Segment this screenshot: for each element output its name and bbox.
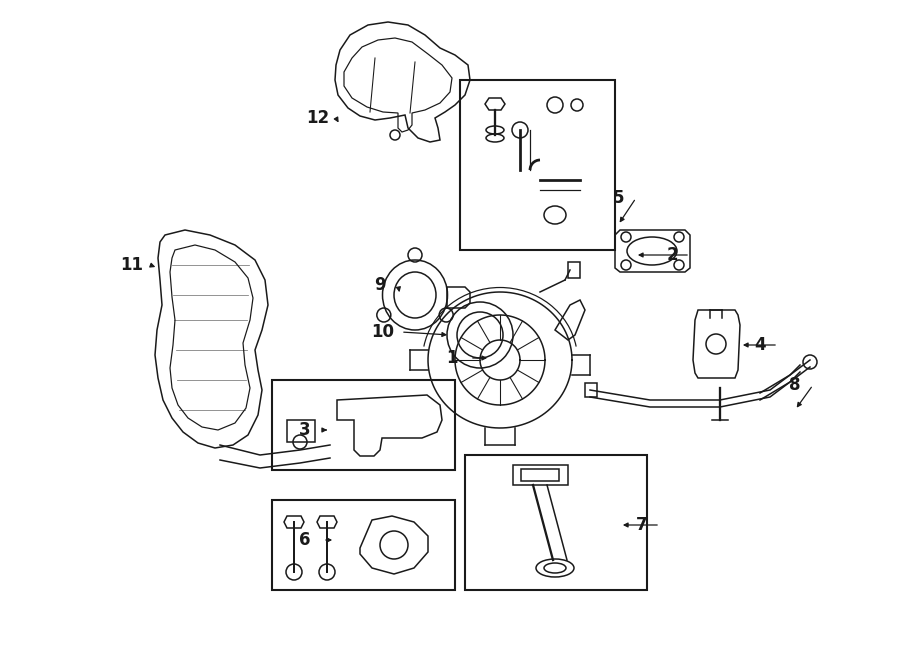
- Text: 3: 3: [299, 421, 310, 439]
- Bar: [568, 262, 580, 278]
- Text: 4: 4: [754, 336, 766, 354]
- Text: 10: 10: [372, 323, 394, 341]
- Text: 2: 2: [666, 246, 678, 264]
- Bar: [513, 465, 568, 485]
- Text: 7: 7: [636, 516, 648, 534]
- Bar: [272, 500, 455, 590]
- Bar: [272, 380, 455, 470]
- Text: 1: 1: [446, 349, 458, 367]
- Bar: [585, 383, 597, 397]
- Bar: [287, 420, 315, 442]
- Text: 8: 8: [789, 376, 801, 394]
- Text: 5: 5: [612, 189, 624, 207]
- Bar: [521, 469, 559, 481]
- Circle shape: [803, 355, 817, 369]
- Text: 11: 11: [121, 256, 143, 274]
- Bar: [465, 455, 647, 590]
- Text: 6: 6: [299, 531, 310, 549]
- Bar: [460, 80, 615, 250]
- Text: 12: 12: [306, 109, 329, 127]
- Text: 9: 9: [374, 276, 386, 294]
